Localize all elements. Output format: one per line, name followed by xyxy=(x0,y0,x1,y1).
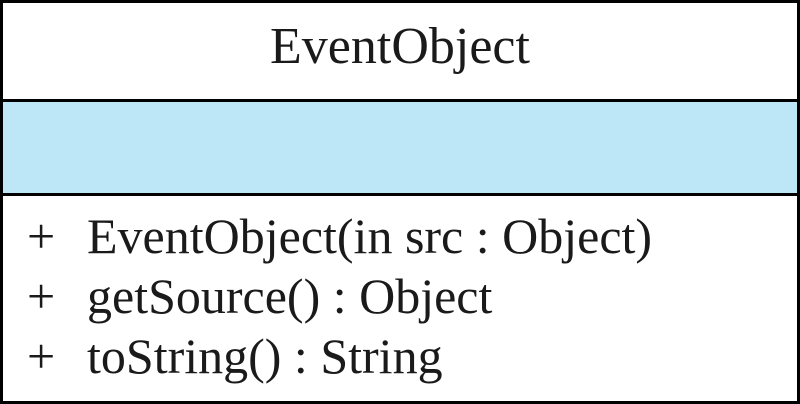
operation-row: + EventObject(in src : Object) xyxy=(3,206,797,266)
operation-row: + toString() : String xyxy=(3,326,797,386)
visibility-marker: + xyxy=(27,208,56,264)
operation-row: + getSource() : Object xyxy=(3,266,797,326)
operations-compartment: + EventObject(in src : Object) + getSour… xyxy=(3,196,797,401)
class-name-compartment: EventObject xyxy=(3,3,797,102)
class-name: EventObject xyxy=(270,18,530,75)
operation-signature: EventObject(in src : Object) xyxy=(87,208,653,264)
attributes-compartment xyxy=(3,102,797,196)
operation-signature: toString() : String xyxy=(87,328,443,384)
operation-signature: getSource() : Object xyxy=(87,268,493,324)
visibility-marker: + xyxy=(27,328,56,384)
visibility-marker: + xyxy=(27,268,56,324)
